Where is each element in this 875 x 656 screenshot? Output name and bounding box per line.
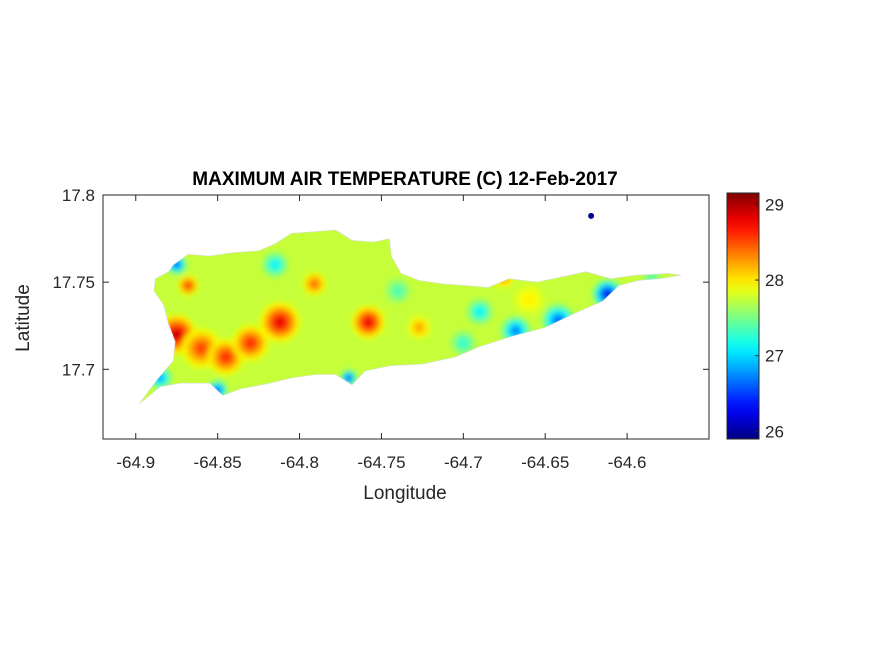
- temperature-ring: [158, 376, 163, 380]
- temperature-ring: [526, 296, 532, 303]
- island-outline: [138, 229, 682, 405]
- temperature-blob: [232, 325, 269, 362]
- temperature-blob: [384, 277, 411, 304]
- temperature-blob: [302, 272, 326, 296]
- x-tick-label: -64.7: [444, 453, 483, 472]
- temperature-field-background: [139, 229, 682, 405]
- plot-axes-box: [102, 194, 710, 440]
- colorbar-tick-label: 29: [765, 195, 784, 214]
- temperature-ring: [276, 318, 284, 326]
- y-tick-label: 17.7: [62, 360, 95, 379]
- y-axis: 17.7 17.75 17.8: [52, 186, 709, 379]
- temperature-ring: [347, 376, 351, 380]
- temperature-blob: [261, 251, 289, 278]
- map-area: [138, 212, 682, 405]
- temperature-ring: [650, 277, 654, 281]
- temperature-ring: [477, 309, 482, 314]
- temperature-blob: [207, 339, 244, 376]
- temperature-ring: [502, 277, 506, 281]
- colorbar-tick-label: 26: [765, 422, 784, 441]
- colorbar-tick-label: 28: [765, 271, 784, 290]
- temperature-ring: [272, 262, 278, 267]
- colorbar: 26 27 28 29: [726, 192, 784, 441]
- temperature-ring: [175, 263, 179, 267]
- temperature-ring: [198, 345, 205, 352]
- temperature-ring: [312, 282, 317, 286]
- x-tick-label: -64.85: [194, 453, 242, 472]
- temperature-ring: [513, 328, 519, 334]
- y-axis-label: Latitude: [13, 284, 34, 352]
- temperature-blob: [407, 316, 431, 339]
- temperature-blob: [207, 380, 228, 401]
- temperature-blob: [512, 283, 546, 316]
- islet-marker: [588, 212, 595, 219]
- x-tick-label: -64.8: [280, 453, 319, 472]
- temperature-blob: [340, 369, 357, 387]
- temperature-ring: [605, 291, 610, 297]
- y-tick-label: 17.75: [52, 273, 95, 292]
- temperature-ring: [395, 288, 400, 294]
- temperature-ring: [417, 325, 421, 330]
- x-tick-label: -64.6: [608, 453, 647, 472]
- temperature-blob: [351, 305, 385, 339]
- temperature-blob: [501, 316, 531, 346]
- x-tick-label: -64.65: [521, 453, 569, 472]
- temperature-ring: [461, 340, 466, 346]
- colorbar-ticks: 26 27 28 29: [755, 195, 784, 441]
- colorbar-gradient: [726, 192, 760, 440]
- temperature-ring: [216, 388, 220, 392]
- y-tick-label: 17.8: [62, 186, 95, 205]
- temperature-ring: [173, 331, 180, 338]
- temperature-ring: [365, 319, 371, 325]
- temperature-ring: [222, 354, 229, 361]
- temperature-blob: [450, 330, 477, 357]
- temperature-blob: [260, 302, 300, 342]
- temperature-blob: [592, 279, 623, 309]
- temperature-blob: [178, 275, 198, 296]
- temperature-blob: [466, 298, 493, 325]
- temperature-ring: [186, 284, 190, 288]
- x-tick-label: -64.75: [357, 453, 405, 472]
- chart-title: MAXIMUM AIR TEMPERATURE (C) 12-Feb-2017: [192, 169, 617, 190]
- x-axis: -64.9 -64.85 -64.8 -64.75 -64.7 -64.65 -64.6: [116, 195, 646, 472]
- x-axis-label: Longitude: [363, 483, 446, 504]
- temperature-blob: [541, 304, 575, 337]
- x-tick-label: -64.9: [116, 453, 155, 472]
- colorbar-tick-label: 27: [765, 347, 784, 366]
- temperature-ring: [247, 340, 254, 347]
